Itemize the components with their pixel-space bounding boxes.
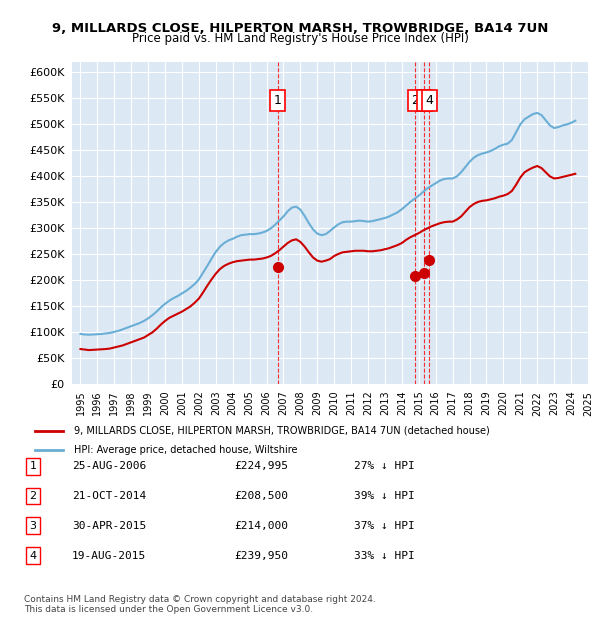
Text: 37% ↓ HPI: 37% ↓ HPI [354,521,415,531]
Text: 39% ↓ HPI: 39% ↓ HPI [354,491,415,501]
Text: £224,995: £224,995 [234,461,288,471]
Text: Price paid vs. HM Land Registry's House Price Index (HPI): Price paid vs. HM Land Registry's House … [131,32,469,45]
Text: This data is licensed under the Open Government Licence v3.0.: This data is licensed under the Open Gov… [24,604,313,614]
Text: 33% ↓ HPI: 33% ↓ HPI [354,551,415,560]
Text: 3: 3 [29,521,37,531]
Text: 30-APR-2015: 30-APR-2015 [72,521,146,531]
Text: £239,950: £239,950 [234,551,288,560]
Text: 25-AUG-2006: 25-AUG-2006 [72,461,146,471]
Text: 4: 4 [29,551,37,560]
Text: 19-AUG-2015: 19-AUG-2015 [72,551,146,560]
Text: Contains HM Land Registry data © Crown copyright and database right 2024.: Contains HM Land Registry data © Crown c… [24,595,376,604]
Text: 4: 4 [425,94,433,107]
Text: £214,000: £214,000 [234,521,288,531]
Text: HPI: Average price, detached house, Wiltshire: HPI: Average price, detached house, Wilt… [74,445,297,454]
Text: 9, MILLARDS CLOSE, HILPERTON MARSH, TROWBRIDGE, BA14 7UN (detached house): 9, MILLARDS CLOSE, HILPERTON MARSH, TROW… [74,426,490,436]
Text: 2: 2 [29,491,37,501]
Text: 3: 3 [421,94,428,107]
Text: £208,500: £208,500 [234,491,288,501]
Text: 21-OCT-2014: 21-OCT-2014 [72,491,146,501]
Text: 27% ↓ HPI: 27% ↓ HPI [354,461,415,471]
Text: 2: 2 [412,94,419,107]
Text: 1: 1 [274,94,281,107]
Text: 1: 1 [29,461,37,471]
Text: 9, MILLARDS CLOSE, HILPERTON MARSH, TROWBRIDGE, BA14 7UN: 9, MILLARDS CLOSE, HILPERTON MARSH, TROW… [52,22,548,35]
